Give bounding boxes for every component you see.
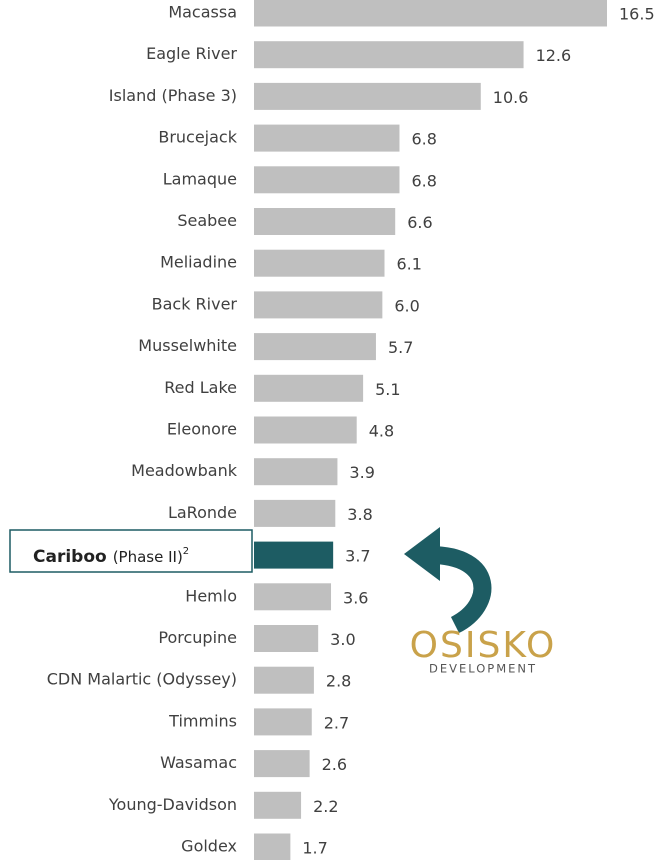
bar (254, 458, 338, 486)
bar (254, 0, 607, 27)
value-label: 3.0 (330, 630, 355, 649)
category-label: Red Lake (164, 378, 237, 397)
category-label: Timmins (168, 711, 237, 730)
category-label: Eagle River (146, 44, 237, 63)
category-label: Lamaque (163, 169, 237, 188)
category-label: Macassa (168, 3, 237, 22)
bar (254, 708, 312, 736)
bar (254, 82, 481, 110)
category-name: Cariboo (33, 547, 107, 567)
highlight-box (9, 529, 253, 573)
category-label: Meliadine (160, 253, 237, 272)
value-label: 12.6 (536, 46, 572, 65)
category-label: CDN Malartic (Odyssey) (47, 670, 237, 689)
value-label: 5.1 (375, 380, 400, 399)
category-label: Young-Davidson (108, 795, 237, 814)
category-label: Brucejack (158, 128, 237, 147)
value-label: 3.7 (345, 547, 370, 566)
category-label: Musselwhite (138, 336, 237, 355)
category-label: Meadowbank (131, 461, 238, 480)
bar (254, 208, 396, 235)
category-detail: (Phase II) (113, 548, 183, 566)
value-label: 2.8 (326, 672, 351, 691)
bar (254, 499, 336, 527)
category-label: Seabee (177, 211, 237, 230)
category-label: Back River (152, 294, 238, 313)
value-label: 6.6 (407, 213, 432, 232)
category-label: Island (Phase 3) (109, 86, 237, 105)
value-label: 3.8 (347, 505, 372, 524)
value-label: 4.8 (369, 422, 394, 441)
bar (254, 750, 310, 778)
value-label: 2.2 (313, 797, 338, 816)
value-label: 2.7 (324, 713, 349, 732)
bar (254, 833, 291, 860)
bar (254, 333, 376, 361)
category-label: Cariboo (Phase II)2 (33, 546, 189, 567)
bar (254, 124, 400, 152)
category-label: LaRonde (168, 503, 237, 522)
bar (254, 583, 332, 611)
value-label: 16.5 (619, 5, 655, 24)
logo-tagline: DEVELOPMENT (429, 662, 537, 676)
value-label: 3.6 (343, 588, 368, 607)
bar (254, 625, 319, 652)
category-label: Porcupine (158, 628, 237, 647)
bar (254, 249, 385, 277)
value-label: 5.7 (388, 338, 413, 357)
category-label: Eleonore (167, 420, 237, 439)
bar (254, 666, 314, 694)
value-label: 6.8 (411, 171, 436, 190)
footnote: 2 (183, 546, 189, 557)
value-label: 3.9 (349, 463, 374, 482)
bar (254, 791, 302, 819)
bar (254, 166, 400, 194)
arrow-head (404, 527, 440, 581)
bar (254, 291, 383, 319)
bar (254, 416, 357, 444)
category-label: Hemlo (185, 586, 237, 605)
bar (254, 541, 334, 569)
value-label: 1.7 (302, 839, 327, 858)
value-label: 6.8 (411, 130, 436, 149)
bar (254, 374, 364, 402)
arrow (429, 546, 492, 634)
bar (254, 41, 524, 69)
category-label: Wasamac (160, 753, 237, 772)
category-label: Goldex (181, 837, 237, 856)
logo-name: OSISKO (410, 625, 557, 666)
value-label: 6.1 (397, 255, 422, 274)
value-label: 10.6 (493, 88, 529, 107)
value-label: 6.0 (394, 296, 419, 315)
value-label: 2.6 (322, 755, 347, 774)
